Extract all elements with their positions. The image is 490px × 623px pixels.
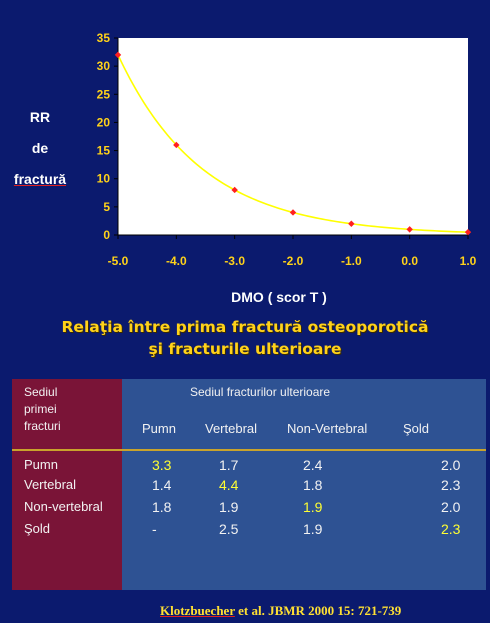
headline-line-1: Relaţia între prima fractură osteoporoti… [61,318,429,336]
table-cell: 1.9 [303,521,323,537]
table-cell: 2.0 [441,457,461,473]
table-cell: 2.0 [441,499,461,515]
y-tick-label: 10 [97,172,111,186]
y-tick-label: 5 [103,200,110,214]
x-tick-label: -4.0 [166,254,187,268]
first-header-line-2: primei [24,402,57,416]
table-cell: 2.5 [219,521,239,537]
citation: Klotzbuecher et al. JBMR 2000 15: 721-73… [160,603,401,619]
first-header-line-1: Sediul [24,385,58,399]
col-header-pumn: Pumn [142,421,176,436]
y-tick-label: 0 [103,228,110,242]
table-cell: 1.4 [152,477,172,493]
data-point [348,220,355,227]
y-tick-label: 20 [97,115,111,129]
data-point [289,209,297,216]
col-header-sold: Şold [403,421,430,436]
data-point [231,186,238,194]
data-point [406,226,413,233]
data-point [114,51,122,59]
rr-chart: 0 5 10 15 20 25 30 35 -5.0 -4.0 -3.0 -2.0 -1.0 0.0 1.0… [97,31,477,305]
citation-rest: et al. JBMR 2000 15: 721-739 [234,603,402,618]
group-header: Sediul fracturilor ulterioare [190,385,331,399]
y-axis-label-line-2: de [31,140,49,156]
x-tick-label: 1.0 [460,254,477,268]
x-tick-label: -5.0 [108,254,129,268]
header-separator [12,449,486,451]
y-axis-label-line-3: fractură [13,171,67,187]
data-point [464,228,472,236]
x-tick-label: -3.0 [224,254,245,268]
table-cell: 1.8 [152,499,172,515]
table-cell: 2.3 [441,521,461,537]
row-label: Şold [24,521,51,536]
table-cell: 1.8 [303,477,323,493]
x-tick-label: -2.0 [283,254,304,268]
plot-area [118,38,468,235]
x-tick-label: -1.0 [341,254,362,268]
row-label: Pumn [24,457,58,472]
row-label: Non-vertebral [24,499,103,514]
table-cell: 1.7 [219,457,239,473]
table-cell: 1.9 [219,499,239,515]
citation-author: Klotzbuecher [160,603,235,618]
y-tick-label: 15 [97,144,111,158]
first-header-line-3: fracturi [24,419,61,433]
y-tick-label: 25 [97,87,111,101]
table-cell: 4.4 [219,477,239,493]
table-cell: 1.9 [303,499,323,515]
row-label: Vertebral [24,477,77,492]
data-point [173,141,180,149]
y-axis-label-line-1: RR [29,109,51,125]
col-header-vertebral: Vertebral [205,421,258,436]
table-cell: 2.3 [441,477,461,493]
table-cell: 3.3 [152,457,172,473]
y-tick-label: 30 [97,59,111,73]
col-header-non-vertebral: Non-Vertebral [287,421,368,436]
fracture-table: Sediul primei fracturi Sediul fracturilo… [12,379,486,590]
x-tick-label: 0.0 [401,254,418,268]
x-axis-label: DMO ( scor T ) [231,289,327,305]
table-cell: 2.4 [303,457,323,473]
y-tick-label: 35 [97,31,111,45]
first-fracture-column [12,379,122,590]
headline-line-2: şi fracturile ulterioare [148,340,342,358]
table-cell: - [152,521,157,537]
